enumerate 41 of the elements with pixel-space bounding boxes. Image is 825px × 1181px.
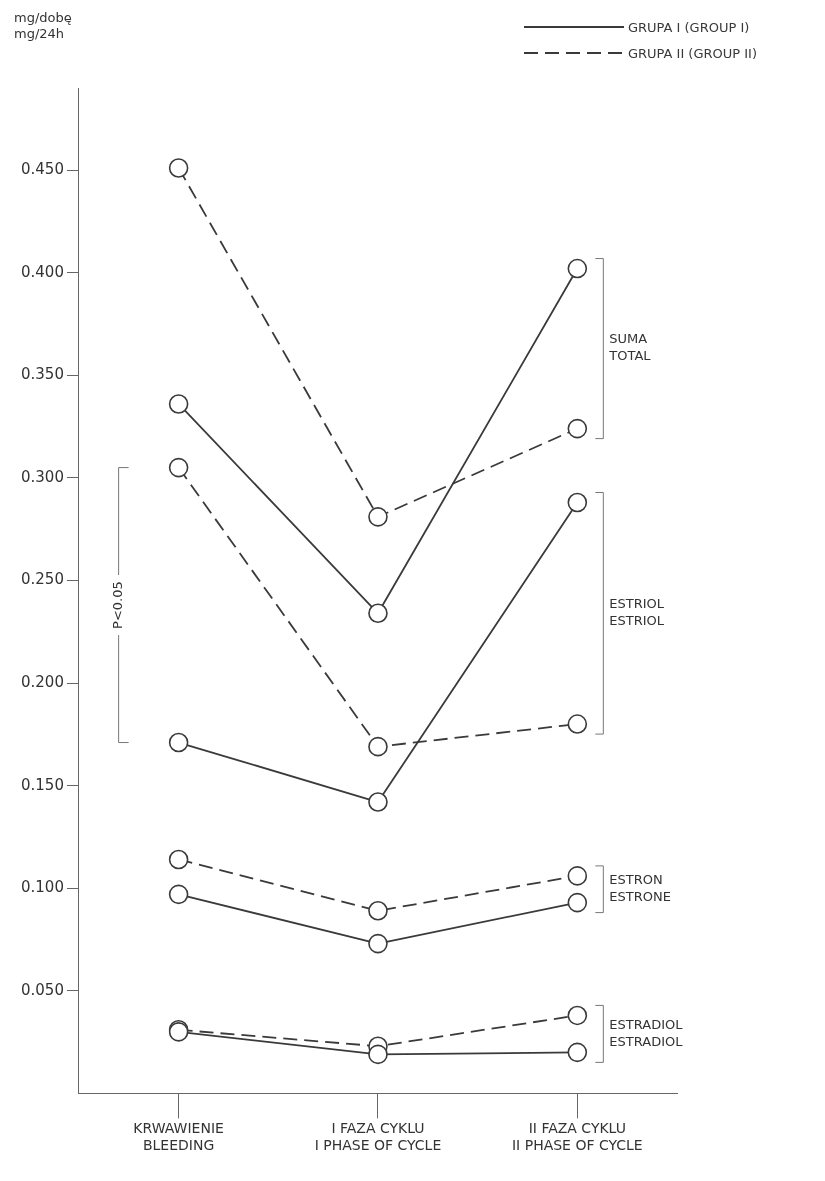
annotation: ESTRIOL ESTRIOL <box>609 596 665 629</box>
point <box>168 457 189 478</box>
point <box>168 732 189 753</box>
point <box>567 866 588 886</box>
point <box>368 507 388 527</box>
x-tick-label: II FAZA CYKLU II PHASE OF CYCLE <box>511 1120 643 1154</box>
y-tick-label: 0.100 <box>20 878 64 897</box>
x-tick-label: KRWAWIENIE BLEEDING <box>133 1120 224 1154</box>
point <box>368 603 388 624</box>
point <box>168 884 189 905</box>
annotation: P<0.05 <box>109 581 125 629</box>
text: GRUPA I (GROUP I) <box>627 19 750 35</box>
annotation: ESTRADIOL ESTRADIOL <box>609 1016 684 1049</box>
point <box>368 736 388 757</box>
y-tick-label: 0.150 <box>20 775 64 794</box>
text: GRUPA II (GROUP II) <box>627 45 757 61</box>
point <box>567 892 588 913</box>
point <box>567 258 588 279</box>
point <box>168 158 189 178</box>
point <box>368 792 388 812</box>
point <box>368 1044 388 1065</box>
point <box>567 1005 588 1026</box>
point <box>368 900 388 921</box>
point <box>567 418 588 439</box>
point <box>567 1042 588 1063</box>
annotation: ESTRON ESTRONE <box>609 872 671 905</box>
y-tick-label: 0.050 <box>20 980 64 999</box>
y-tick-label: 0.250 <box>20 570 64 589</box>
point <box>168 394 189 414</box>
point <box>368 933 388 954</box>
y-tick-label: 0.200 <box>20 672 64 691</box>
annotation: SUMA TOTAL <box>608 331 652 364</box>
y-tick-label: 0.400 <box>20 262 64 281</box>
point <box>567 714 588 734</box>
x-tick-label: I FAZA CYKLU I PHASE OF CYCLE <box>314 1120 442 1154</box>
y-tick-label: 0.350 <box>20 365 64 384</box>
y-tick-label: 0.450 <box>20 159 64 178</box>
point <box>168 849 189 870</box>
y-axis-title: mg/dobę mg/24h <box>14 9 72 41</box>
point <box>567 492 588 513</box>
y-tick-label: 0.300 <box>20 467 64 486</box>
